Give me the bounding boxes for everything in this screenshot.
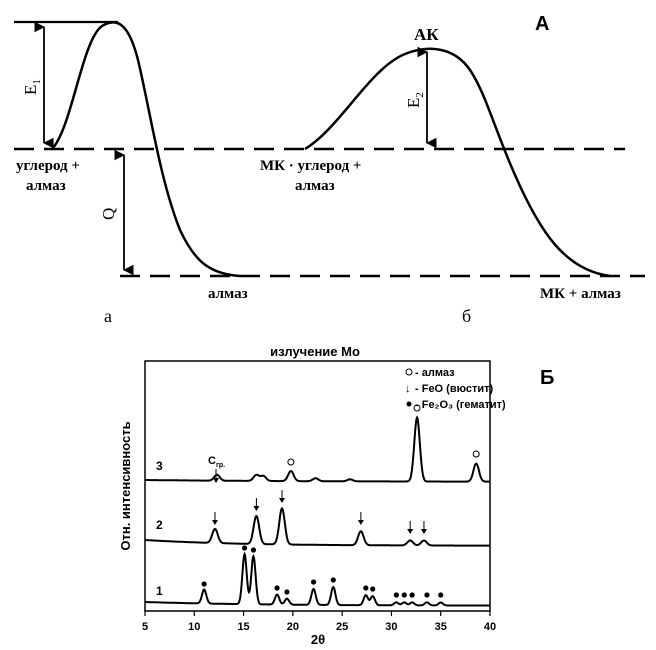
hematite-marker [310, 579, 317, 585]
right-energy-curve [304, 47, 611, 278]
chart-title: излучение Mo [270, 344, 360, 359]
hematite-marker [284, 589, 290, 595]
hematite-marker [274, 585, 280, 591]
hematite-marker [370, 586, 376, 592]
graphite-annotation: Cгр. [208, 455, 225, 469]
legend-fe2o3: - Fe₂O₃ (гематит) [415, 399, 506, 411]
x-tick-label: 15 [237, 621, 249, 633]
hematite-marker [393, 592, 399, 598]
graphite-c: C [208, 455, 216, 467]
right-start-label-2: алмаз [295, 178, 335, 194]
curve-label-2: 2 [156, 518, 163, 532]
curve-label-3: 3 [156, 459, 163, 473]
plot-frame [144, 360, 491, 612]
x-tick-label: 20 [287, 621, 299, 633]
hematite-marker [241, 545, 248, 551]
graphite-arrowhead [213, 478, 219, 483]
x-axis-label: 2θ [311, 632, 325, 647]
hematite-marker [330, 577, 336, 583]
x-ticks: 5 10 15 20 25 30 35 40 [142, 611, 496, 633]
right-end-label: МК + алмаз [540, 286, 621, 302]
panel-b-label: Б [540, 367, 554, 389]
legend-fe2o3-marker [406, 401, 412, 407]
wustite-arrowhead [357, 520, 364, 525]
x-tick-label: 35 [435, 621, 447, 633]
right-start-label-1: МК · углерод + [260, 158, 361, 174]
wustite-arrowhead [211, 520, 218, 525]
e1-label: E1 [21, 79, 43, 95]
x-tick-label: 40 [484, 621, 496, 633]
left-start-label-1: углерод + [16, 158, 80, 174]
e2-subscript: 2 [414, 92, 426, 98]
hematite-marker [424, 592, 430, 598]
hematite-marker [438, 592, 444, 598]
legend-feo-marker: ↓ [405, 383, 411, 395]
energy-diagram-panel: А E1 Q углерод + алмаз алмаз а АК E2 МК … [14, 13, 645, 326]
legend-diamond: - алмаз [415, 367, 455, 379]
left-energy-curve [51, 21, 241, 278]
wustite-arrowhead [407, 529, 414, 534]
y-axis-label: Отн. интенсивность [118, 421, 133, 550]
diamond-marker [287, 458, 295, 466]
curve-label-1: 1 [156, 584, 163, 598]
xrd-curve-2 [145, 506, 490, 547]
panel-a-label: А [535, 13, 549, 35]
x-tick-label: 10 [188, 621, 200, 633]
hematite-marker [401, 592, 407, 598]
q-label: Q [99, 208, 118, 220]
e1-subscript: 1 [31, 79, 43, 85]
legend-diamond-marker [405, 368, 413, 376]
e2-text: E [404, 98, 423, 108]
wustite-arrowhead [420, 529, 427, 534]
e2-label: E2 [404, 92, 426, 108]
left-end-label: алмаз [208, 286, 248, 302]
legend-feo: - FeO (вюстит) [415, 383, 493, 395]
xrd-curve-1 [145, 551, 490, 607]
hematite-marker [409, 592, 415, 598]
subpanel-b-label: б [462, 306, 471, 326]
x-tick-label: 25 [336, 621, 348, 633]
e1-text: E [21, 85, 40, 95]
graphite-sub: гр. [216, 462, 225, 469]
wustite-arrowhead [279, 498, 286, 503]
subpanel-a-label: а [104, 306, 112, 326]
phase-markers [201, 404, 480, 598]
xrd-curves [145, 415, 490, 607]
hematite-marker [363, 585, 369, 591]
diamond-marker [472, 450, 480, 458]
diamond-marker [413, 404, 421, 412]
wustite-arrowhead [253, 506, 260, 511]
xrd-chart-panel: Б излучение Mo Отн. интенсивность 2θ 5 10… [118, 344, 554, 647]
left-start-label-2: алмаз [26, 178, 66, 194]
hematite-marker [201, 581, 207, 587]
xrd-curve-3 [145, 415, 490, 483]
x-tick-label: 30 [385, 621, 397, 633]
legend: - алмаз ↓ - FeO (вюстит) - Fe₂O₃ (гемати… [405, 367, 506, 411]
hematite-marker [250, 547, 257, 553]
x-tick-label: 5 [142, 621, 148, 633]
peak-label: АК [414, 25, 439, 44]
